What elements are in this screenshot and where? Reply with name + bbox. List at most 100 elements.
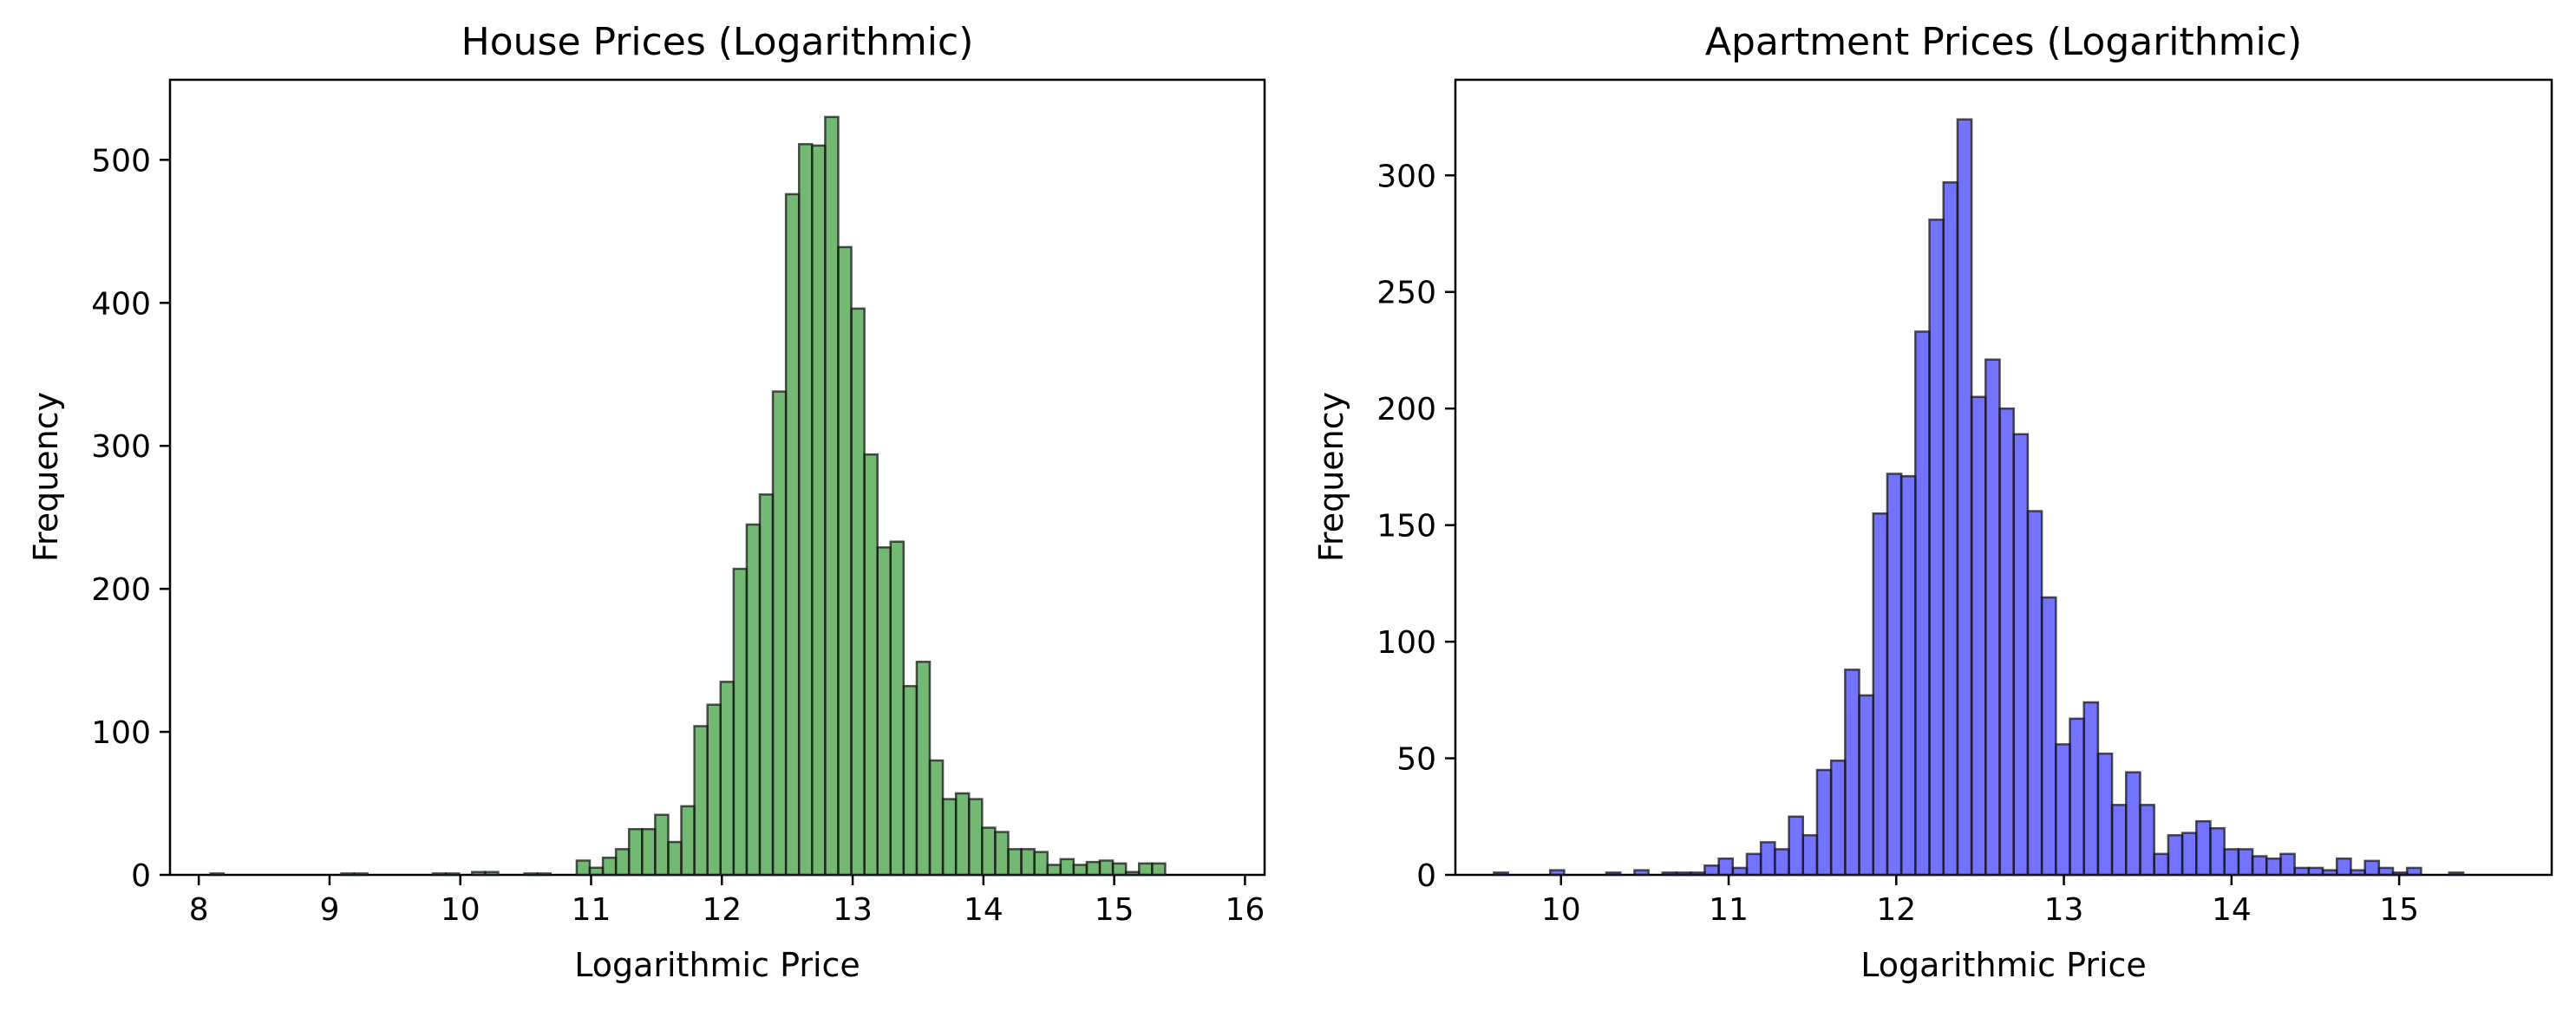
house-bar <box>536 872 552 877</box>
apartment-bar <box>2251 855 2268 877</box>
house-y-tick-label: 300 <box>91 429 151 465</box>
house-bar <box>1085 860 1102 877</box>
apartment-bar <box>2167 834 2184 877</box>
apartment-bar <box>2082 701 2100 877</box>
house-x-tick-label: 12 <box>702 892 742 928</box>
house-y-tick-label: 200 <box>91 572 151 608</box>
house-bar <box>811 144 827 877</box>
house-bar <box>1138 862 1154 877</box>
house-bar <box>1020 848 1036 877</box>
house-bar <box>706 703 722 877</box>
apartment-bar <box>1984 358 2001 877</box>
apartment-bars <box>1493 118 2465 877</box>
house-x-axis: 8 9 10 11 12 13 14 15 16 <box>189 875 1265 928</box>
apartment-bar <box>1928 219 1945 877</box>
house-bar <box>863 453 879 877</box>
house-bar <box>209 872 226 877</box>
apartment-bar <box>2055 743 2071 877</box>
apartment-bar <box>1970 395 1987 877</box>
apartment-bar <box>1886 473 1903 877</box>
apartment-bar <box>1633 869 1650 877</box>
apartment-bar <box>2350 869 2366 877</box>
apartment-bar <box>1689 871 1706 877</box>
apartment-bar <box>2096 752 2114 877</box>
house-x-axis-label: Logarithmic Price <box>574 946 860 984</box>
apartment-x-axis: 10 11 12 13 14 15 <box>1541 875 2419 928</box>
house-y-axis-label: Frequency <box>27 392 65 562</box>
house-bar <box>654 813 670 877</box>
house-prices-panel: 8 9 10 11 12 13 14 15 16 0 100 200 300 400 500 House … <box>27 20 1266 984</box>
house-bar <box>758 493 775 877</box>
house-bar <box>981 826 997 877</box>
house-bar <box>745 523 762 877</box>
apartment-bar <box>2209 826 2226 877</box>
house-bar <box>1124 871 1141 877</box>
house-bar <box>1098 859 1115 877</box>
apartment-bar <box>1899 474 1917 877</box>
house-bar <box>850 307 866 877</box>
apartment-bar <box>2405 866 2422 877</box>
apartment-bar <box>2040 596 2057 877</box>
apartment-bar <box>1998 407 2015 877</box>
apartment-bar <box>1605 871 1622 877</box>
apartment-bar <box>2335 857 2352 877</box>
apartment-y-tick-label: 250 <box>1376 276 1436 311</box>
apartment-chart-title: Apartment Prices (Logarithmic) <box>1705 20 2302 64</box>
house-bar <box>601 856 618 877</box>
apartment-y-tick-label: 300 <box>1376 159 1436 194</box>
house-bar <box>994 831 1010 877</box>
house-x-tick-label: 9 <box>319 892 339 928</box>
apartment-y-axis: 0 50 100 150 200 250 300 <box>1376 159 1455 894</box>
house-y-axis: 0 100 200 300 400 500 <box>91 143 170 894</box>
house-bar <box>1151 862 1167 877</box>
apartment-bar <box>1844 669 1860 877</box>
house-bar <box>824 115 840 877</box>
apartment-bar <box>2153 852 2170 877</box>
house-bar <box>693 725 709 877</box>
apartment-y-tick-label: 0 <box>1416 858 1436 894</box>
apartment-bar <box>1548 869 1566 877</box>
apartment-bar <box>1493 871 1509 877</box>
apartment-bar <box>1774 848 1790 877</box>
house-x-tick-label: 14 <box>964 892 1004 928</box>
apartment-bar <box>2012 433 2030 877</box>
house-bar <box>471 871 487 877</box>
apartment-bar <box>2110 804 2128 877</box>
house-bar <box>1007 848 1023 877</box>
house-bar <box>837 245 853 877</box>
house-bar <box>928 759 945 877</box>
apartment-bar <box>2026 510 2043 877</box>
house-bar <box>614 848 631 877</box>
apartment-bar <box>1914 330 1931 877</box>
apartment-bar <box>2265 857 2282 877</box>
house-x-tick-label: 15 <box>1095 892 1134 928</box>
apartment-bar <box>2391 871 2409 877</box>
apartment-bar <box>2279 852 2296 877</box>
apartment-bar <box>2237 848 2254 877</box>
apartment-x-tick-label: 12 <box>1876 892 1916 928</box>
apartment-bar <box>2069 717 2085 877</box>
house-chart-title: House Prices (Logarithmic) <box>461 20 974 64</box>
apartment-bar <box>2180 832 2198 877</box>
apartment-bar <box>2448 871 2465 877</box>
house-x-tick-label: 8 <box>189 892 209 928</box>
apartment-bar <box>1675 871 1692 877</box>
house-bar <box>353 872 369 877</box>
apartment-bar <box>1829 759 1847 877</box>
apartment-bar <box>1759 841 1776 877</box>
house-bar <box>771 390 788 877</box>
house-bar <box>340 872 356 877</box>
house-bar <box>902 685 919 877</box>
house-bar <box>967 798 984 877</box>
house-bar <box>1046 864 1062 877</box>
house-x-tick-label: 16 <box>1225 892 1265 928</box>
house-bar <box>1111 862 1128 877</box>
apartment-x-tick-label: 15 <box>2379 892 2419 928</box>
house-bar <box>627 827 644 877</box>
apartment-bar <box>2195 819 2212 877</box>
house-bar <box>719 681 736 877</box>
apartment-y-tick-label: 50 <box>1396 742 1436 778</box>
house-bar <box>431 872 448 877</box>
apartment-bar <box>2377 866 2395 877</box>
